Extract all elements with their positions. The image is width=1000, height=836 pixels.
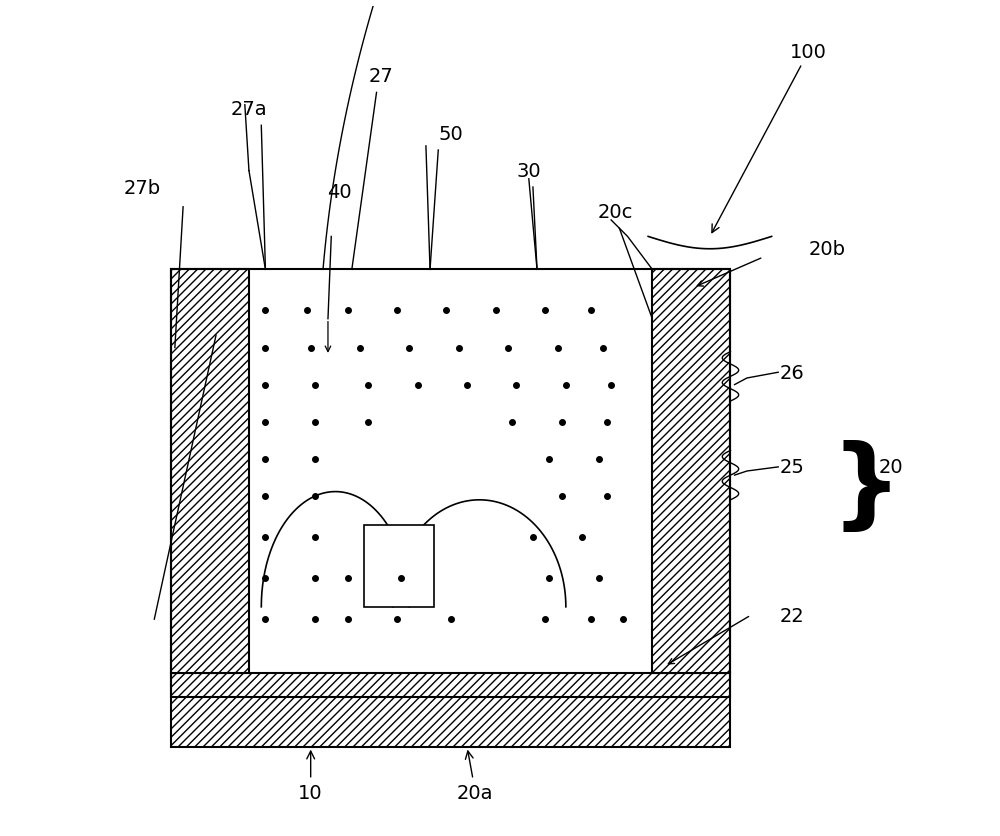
Text: 25: 25 xyxy=(780,458,805,477)
Bar xyxy=(171,270,730,697)
Bar xyxy=(652,270,730,673)
Text: 10: 10 xyxy=(298,752,323,802)
Bar xyxy=(171,270,730,697)
Text: 27a: 27a xyxy=(231,100,267,120)
Text: 50: 50 xyxy=(438,125,463,144)
Text: 26: 26 xyxy=(780,364,805,382)
Text: 40: 40 xyxy=(327,182,352,201)
Text: 22: 22 xyxy=(780,606,805,624)
Text: 20c: 20c xyxy=(598,203,633,222)
Text: 30: 30 xyxy=(516,162,541,181)
Text: 27b: 27b xyxy=(123,178,161,197)
Bar xyxy=(364,525,434,607)
Text: }: } xyxy=(831,440,902,537)
Text: 27: 27 xyxy=(368,68,393,86)
Text: 20b: 20b xyxy=(809,240,846,259)
Text: 20a: 20a xyxy=(457,751,494,802)
Bar xyxy=(171,270,249,673)
Text: 20: 20 xyxy=(879,458,903,477)
Text: 100: 100 xyxy=(712,43,827,233)
Bar xyxy=(171,673,730,747)
